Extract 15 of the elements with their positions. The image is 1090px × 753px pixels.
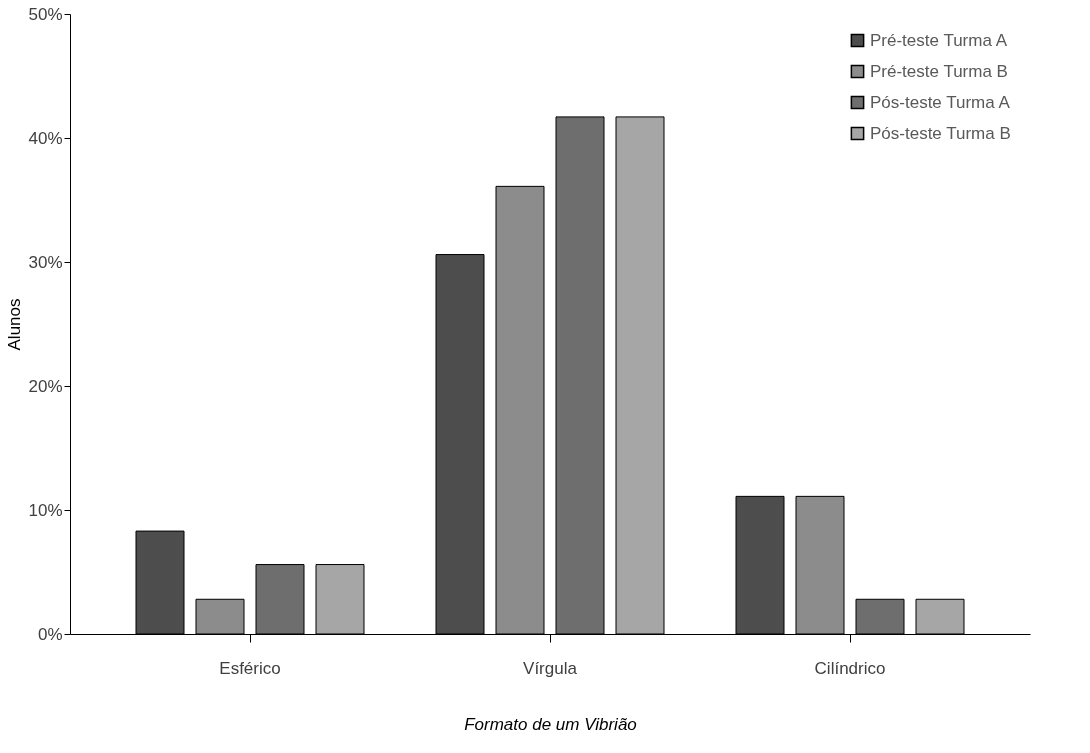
y-tick-label: 40% bbox=[28, 128, 63, 148]
y-tick-label: 0% bbox=[37, 624, 63, 644]
legend-label: Pós-teste Turma A bbox=[870, 92, 1011, 112]
legend-label: Pós-teste Turma B bbox=[870, 123, 1011, 143]
y-tick-label: 50% bbox=[28, 4, 63, 24]
legend-label: Pré-teste Turma B bbox=[870, 61, 1008, 81]
y-axis-title: Alunos bbox=[5, 298, 25, 351]
x-tick-label: Cilíndrico bbox=[814, 658, 886, 678]
y-tick-label: 20% bbox=[28, 376, 63, 396]
x-axis-title: Formato de um Vibrião bbox=[464, 714, 637, 734]
x-tick-label: Vírgula bbox=[523, 658, 578, 678]
y-tick-label: 30% bbox=[28, 252, 63, 272]
legend-label: Pré-teste Turma A bbox=[870, 30, 1008, 50]
y-tick-label: 10% bbox=[28, 500, 63, 520]
x-tick-label: Esférico bbox=[219, 658, 281, 678]
